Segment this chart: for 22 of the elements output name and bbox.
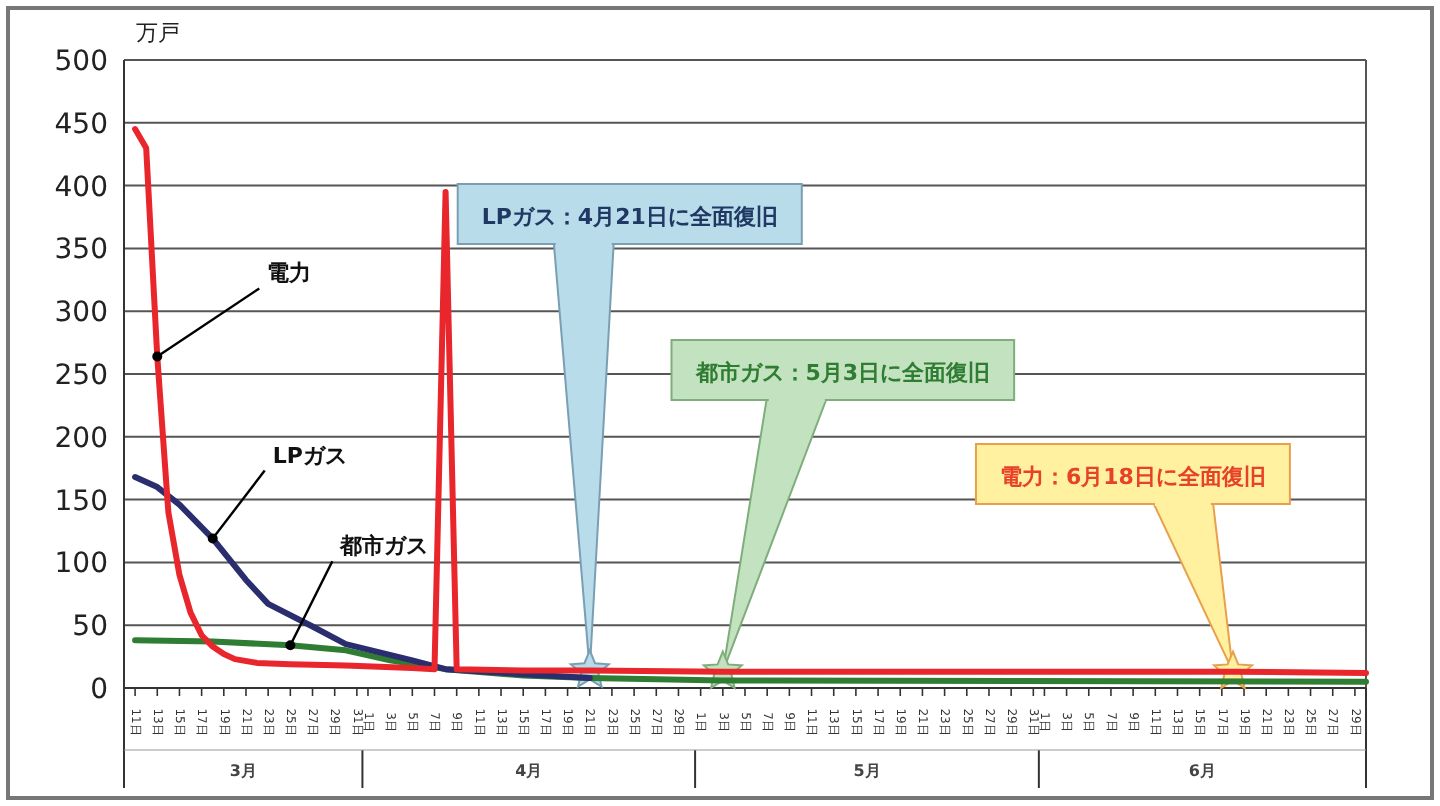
text: 6月 [1188,762,1217,780]
text: 都市ガス [338,533,429,560]
y-tick-label: 500 [54,46,108,78]
text: LPガス [272,442,347,469]
annotation: LPガス：4月21日に全面復旧 [481,204,778,230]
y-tick-label: 350 [54,234,108,267]
y-tick-label: 100 [54,548,108,581]
y-axis-title: 万戸 [136,20,180,46]
y-tick-label: 250 [54,360,108,392]
text: 3月 [229,762,257,780]
text: 5月 [853,762,881,780]
y-tick-label: 400 [54,171,108,204]
annotation: 都市ガス：5月3日に全面復旧 [693,360,991,386]
annotation: 電力：6月18日に全面復旧 [999,464,1266,490]
y-tick-label: 450 [54,108,108,141]
text: 4月 [515,762,543,780]
y-tick-label: 50 [72,611,108,644]
y-tick-label: 300 [54,297,108,330]
text: 電力 [267,260,312,287]
y-tick-label: 200 [54,422,108,455]
y-tick-label: 150 [54,485,108,518]
y-tick-label: 0 [90,674,108,706]
